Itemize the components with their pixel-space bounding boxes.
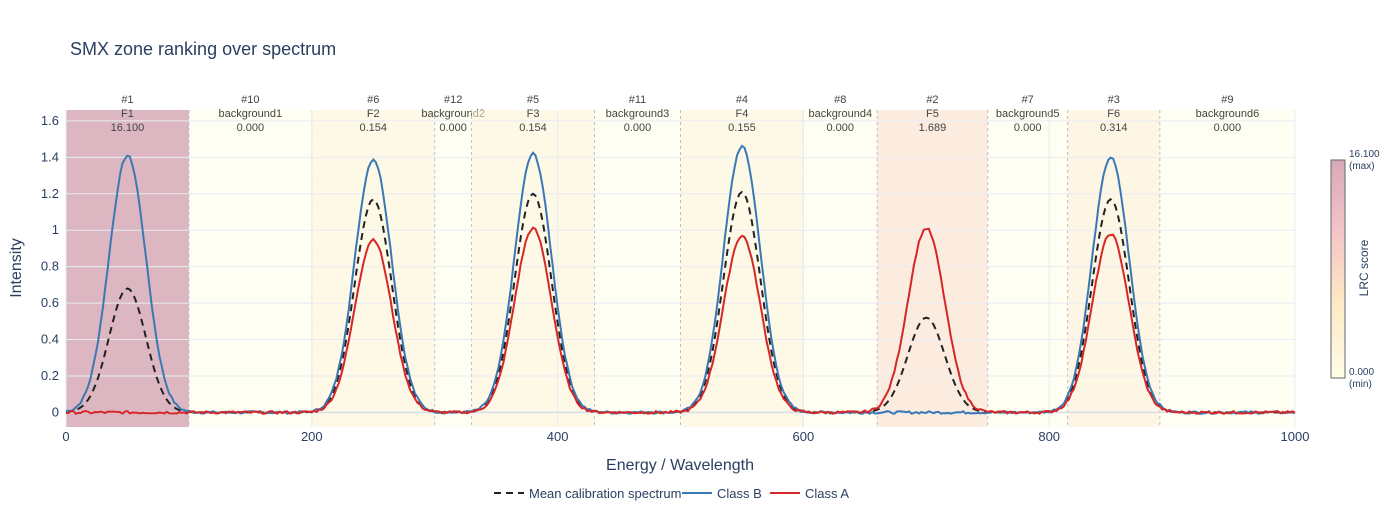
zone-rank-label: #4 (736, 94, 748, 106)
y-tick-label: 1.6 (41, 113, 59, 128)
y-tick-label: 0.8 (41, 259, 59, 274)
zone-rank-label: #10 (241, 94, 259, 106)
zone-name-label: F2 (367, 108, 380, 120)
y-tick-label: 0 (52, 404, 59, 419)
zone-band (594, 110, 681, 427)
zone-rank-label: #12 (444, 94, 462, 106)
zone-score-label: 0.000 (624, 122, 652, 134)
zone-band (66, 110, 189, 427)
colorbar-min-label: 0.000 (1349, 367, 1374, 378)
y-tick-label: 1.2 (41, 186, 59, 201)
x-tick-label: 600 (793, 429, 815, 444)
x-axis-title: Energy / Wavelength (606, 457, 754, 474)
zone-score-label: 0.000 (439, 122, 467, 134)
y-tick-label: 1 (52, 222, 59, 237)
y-tick-label: 0.4 (41, 332, 59, 347)
zone-name-label: background3 (606, 108, 670, 120)
x-tick-label: 0 (62, 429, 69, 444)
colorbar-max-note: (max) (1349, 161, 1375, 172)
axes-layer: 0 0.2 0.4 0.6 0.8 1 1.2 1.4 1.6 0 200 400 600 800 1000 (41, 113, 1310, 444)
zone-band (1159, 110, 1295, 427)
zone-rank-label: #2 (926, 94, 938, 106)
x-tick-label: 400 (547, 429, 569, 444)
x-tick-label: 1000 (1281, 429, 1310, 444)
zone-name-label: background6 (1196, 108, 1260, 120)
zone-name-label: F1 (121, 108, 134, 120)
series-line-class-a (65, 226, 1296, 415)
y-tick-label: 1.4 (41, 149, 59, 164)
zone-score-label: 0.154 (519, 122, 547, 134)
zone-band (877, 110, 988, 427)
zone-score-label: 0.314 (1100, 122, 1128, 134)
zone-score-label: 0.000 (1014, 122, 1042, 134)
zone-band (188, 110, 312, 427)
zone-name-label: F5 (926, 108, 939, 120)
series-layer (65, 144, 1296, 415)
zone-rank-label: #6 (367, 94, 379, 106)
zone-score-label: 0.000 (1214, 122, 1242, 134)
legend: Mean calibration spectrum Class B Class A (494, 486, 849, 501)
colorbar: 16.100 (max) 0.000 (min) LRC score (1330, 149, 1380, 390)
zone-score-label: 0.000 (237, 122, 265, 134)
colorbar-title: LRC score (1357, 239, 1371, 296)
y-axis-title: Intensity (8, 238, 25, 298)
zone-band (471, 110, 595, 427)
zone-score-label: 16.100 (111, 122, 145, 134)
zone-rank-label: #8 (834, 94, 846, 106)
zone-score-label: 0.000 (827, 122, 855, 134)
colorbar-max-label: 16.100 (1349, 149, 1380, 160)
zone-score-label: 0.154 (359, 122, 387, 134)
zone-band (434, 110, 472, 427)
zone-name-label: background4 (808, 108, 872, 120)
zone-rank-label: #3 (1108, 94, 1120, 106)
y-tick-label: 0.2 (41, 368, 59, 383)
zone-name-label: background1 (219, 108, 283, 120)
zones-layer: #1 F1 16.100 #10 background1 0.000 #6 F2 0.154 #1… (65, 94, 1296, 427)
zone-name-label: F3 (527, 108, 540, 120)
zone-band (803, 110, 878, 427)
colorbar-min-note: (min) (1349, 379, 1372, 390)
zone-score-label: 0.155 (728, 122, 756, 134)
zone-rank-label: #11 (629, 94, 647, 106)
x-tick-label: 800 (1038, 429, 1060, 444)
zone-rank-label: #7 (1022, 94, 1034, 106)
zone-score-label: 1.689 (919, 122, 947, 134)
zone-name-label: F6 (1107, 108, 1120, 120)
zone-name-label: background2 (421, 108, 485, 120)
chart-title: SMX zone ranking over spectrum (70, 39, 336, 59)
legend-label: Class A (805, 486, 849, 501)
x-tick-label: 200 (301, 429, 323, 444)
legend-label: Mean calibration spectrum (529, 486, 681, 501)
zone-band (311, 110, 435, 427)
zone-band (680, 110, 804, 427)
colorbar-gradient (1330, 159, 1346, 379)
y-tick-label: 0.6 (41, 295, 59, 310)
zone-band (987, 110, 1068, 427)
zone-rank-label: #5 (527, 94, 539, 106)
zone-rank-label: #1 (121, 94, 133, 106)
legend-label: Class B (717, 486, 762, 501)
zone-name-label: F4 (736, 108, 749, 120)
zone-rank-label: #9 (1221, 94, 1233, 106)
zone-name-label: background5 (996, 108, 1060, 120)
